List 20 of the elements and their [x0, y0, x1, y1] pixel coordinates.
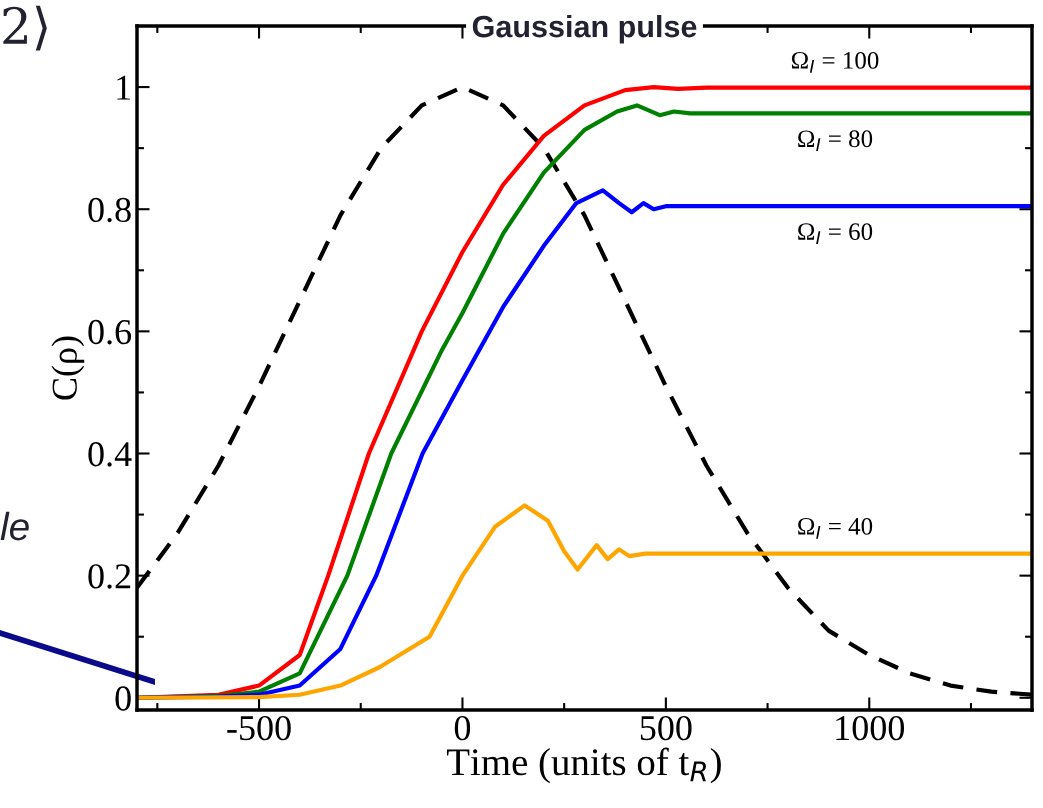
chart-title: Gaussian pulse — [472, 14, 697, 44]
x-axis-title: Time (units of t$_{R}$) — [446, 747, 721, 784]
series-label: Ω$_{I}$ = 80 — [798, 130, 873, 152]
y-tick-label: 0 — [115, 686, 131, 711]
text: le — [0, 511, 29, 541]
y-tick-label: 1 — [117, 75, 130, 100]
x-tick-label: 0 — [454, 715, 471, 741]
y-tick-label: 0.8 — [88, 197, 131, 223]
series-label: Ω$_{I}$ = 60 — [798, 223, 873, 244]
series-label: Ω$_{I}$ = 40 — [798, 517, 873, 539]
line-series — [137, 503, 1032, 700]
text: 2⟩ — [3, 5, 47, 51]
y-axis-title: C(ρ) — [51, 336, 85, 400]
y-tick-label: 0.2 — [88, 564, 131, 589]
x-tick-label: -500 — [227, 715, 291, 741]
y-tick-label: 0.4 — [88, 442, 132, 467]
x-tick-label: 1000 — [836, 715, 905, 741]
x-tick-label: 500 — [640, 715, 692, 741]
series-label: Ω$_{I}$ = 100 — [791, 51, 879, 73]
y-tick-label: 0.6 — [88, 319, 132, 345]
